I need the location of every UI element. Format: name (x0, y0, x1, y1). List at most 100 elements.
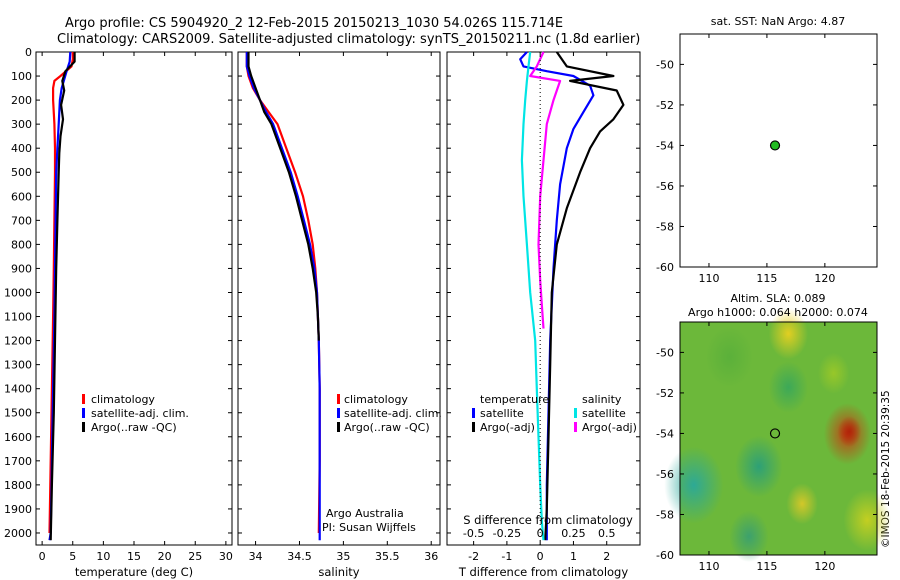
sst_map-x-tick-label: 115 (756, 272, 777, 285)
salinity-annotation: Argo Australia (326, 507, 404, 520)
temperature-y-tick-label: 1500 (4, 407, 32, 420)
sla-map-title: Argo h1000: 0.064 h2000: 0.074 (688, 306, 868, 319)
sla_map-y-tick-label: -52 (656, 387, 674, 400)
temperature-x-axis-label: temperature (deg C) (75, 565, 193, 579)
temperature-y-tick-label: 1100 (4, 311, 32, 324)
temperature-y-tick-label: 400 (11, 142, 32, 155)
sla-heatmap-cell (735, 435, 783, 498)
difference-salinity-axis-label: S difference from climatology (463, 513, 633, 527)
temperature-y-tick-label: 500 (11, 166, 32, 179)
difference-salinity-tick-label: 0.25 (561, 527, 586, 540)
salinity-x-tick-label: 35.5 (375, 550, 400, 563)
sla_map-frame (679, 321, 878, 556)
temperature-y-tick-label: 200 (11, 94, 32, 107)
salinity-legend-swatch (337, 422, 340, 432)
temperature-y-tick-label: 700 (11, 214, 32, 227)
salinity-x-tick-label: 34.5 (287, 550, 312, 563)
sst_map-y-tick-label: -54 (656, 139, 674, 152)
temperature-y-tick-label: 300 (11, 118, 32, 131)
temperature-legend-swatch (82, 422, 85, 432)
salinity-series-line (245, 52, 321, 534)
temperature-y-tick-label: 1900 (4, 503, 32, 516)
difference-x-axis-label: T difference from climatology (458, 565, 629, 579)
sla_map-y-tick-label: -56 (656, 468, 674, 481)
sla-heatmap-cell (817, 352, 850, 394)
salinity-annotation: PI: Susan Wijffels (322, 521, 416, 534)
difference-salinity-tick-label: -0.25 (493, 527, 521, 540)
difference-legend-label: Argo(-adj) (480, 421, 535, 434)
difference-series-line (529, 51, 562, 329)
salinity-legend-label: satellite-adj. clim. (344, 407, 442, 420)
temperature-x-tick-label: 25 (188, 550, 202, 563)
sla-heatmap-cell (837, 416, 862, 447)
difference-x-tick-label: -2 (468, 550, 479, 563)
temperature-x-tick-label: 30 (219, 550, 233, 563)
temperature-series-line (49, 52, 76, 541)
temperature-y-tick-label: 1300 (4, 359, 32, 372)
sla_map-y-tick-label: -60 (656, 549, 674, 562)
sla_map-x-tick-label: 115 (756, 560, 777, 573)
salinity-x-tick-label: 36 (424, 550, 438, 563)
sst_map-frame (679, 33, 878, 268)
difference-x-tick-label: 2 (603, 550, 610, 563)
header-line-1: Argo profile: CS 5904920_2 12-Feb-2015 2… (65, 16, 563, 31)
sla_map-y-tick-label: -54 (656, 427, 674, 440)
temperature-legend-label: satellite-adj. clim. (91, 407, 189, 420)
temperature-plot-frame (35, 51, 233, 546)
sla-heatmap-cell (664, 446, 724, 524)
sst_map-x-tick-label: 120 (814, 272, 835, 285)
sla-map-title: Altim. SLA: 0.089 (730, 292, 825, 305)
sst_map-float-marker (769, 140, 781, 151)
salinity-series-line (247, 52, 320, 341)
salinity-x-axis-label: salinity (318, 565, 359, 579)
difference-legend-swatch (574, 408, 577, 418)
difference-legend-title: temperature (480, 393, 549, 406)
sla_map-float-marker (769, 428, 781, 439)
temperature-y-tick-label: 1200 (4, 335, 32, 348)
temperature-y-tick-label: 1600 (4, 431, 32, 444)
temperature-y-tick-label: 900 (11, 262, 32, 275)
salinity-legend-swatch (337, 408, 340, 418)
difference-legend-label: satellite (582, 407, 626, 420)
temperature-x-tick-label: 20 (158, 550, 172, 563)
difference-x-tick-label: -1 (501, 550, 512, 563)
temperature-legend-swatch (82, 408, 85, 418)
sst_map-y-tick-label: -58 (656, 220, 674, 233)
sst_map-x-tick-label: 110 (698, 272, 719, 285)
temperature-x-tick-label: 15 (127, 550, 141, 563)
sla-heatmap-cell (768, 308, 809, 360)
sla-heatmap-cell (843, 489, 891, 551)
difference-salinity-tick-label: 0 (537, 527, 544, 540)
sla-heatmap-cell (768, 361, 809, 413)
temperature-x-tick-label: 0 (39, 550, 46, 563)
temperature-y-tick-label: 1400 (4, 383, 32, 396)
difference-legend-swatch (574, 422, 577, 432)
sla_map-y-tick-label: -50 (656, 346, 674, 359)
sla_map-x-tick-label: 120 (814, 560, 835, 573)
temperature-y-tick-label: 0 (25, 46, 32, 59)
salinity-x-tick-label: 34 (249, 550, 263, 563)
salinity-x-tick-label: 35 (336, 550, 350, 563)
temperature-x-tick-label: 10 (96, 550, 110, 563)
sla_map-x-tick-label: 110 (698, 560, 719, 573)
difference-legend-swatch (472, 408, 475, 418)
sst_map-y-tick-label: -56 (656, 180, 674, 193)
temperature-legend-swatch (82, 394, 85, 404)
difference-plot-frame (446, 51, 641, 546)
salinity-legend-swatch (337, 394, 340, 404)
sla-heatmap-cell (786, 483, 818, 525)
header-line-2: Climatology: CARS2009. Satellite-adjuste… (57, 32, 640, 47)
difference-x-tick-label: 1 (570, 550, 577, 563)
temperature-x-tick-label: 5 (69, 550, 76, 563)
sla_map-y-tick-label: -58 (656, 508, 674, 521)
sla-heatmap-cell (729, 510, 769, 562)
temperature-y-tick-label: 2000 (4, 527, 32, 540)
difference-legend-label: satellite (480, 407, 524, 420)
sla-heatmap-cell (705, 326, 753, 388)
difference-series-line (520, 51, 545, 541)
temperature-y-tick-label: 1700 (4, 455, 32, 468)
difference-legend-title: salinity (582, 393, 622, 406)
difference-legend-swatch (472, 422, 475, 432)
salinity-legend-label: Argo(..raw -QC) (344, 421, 430, 434)
